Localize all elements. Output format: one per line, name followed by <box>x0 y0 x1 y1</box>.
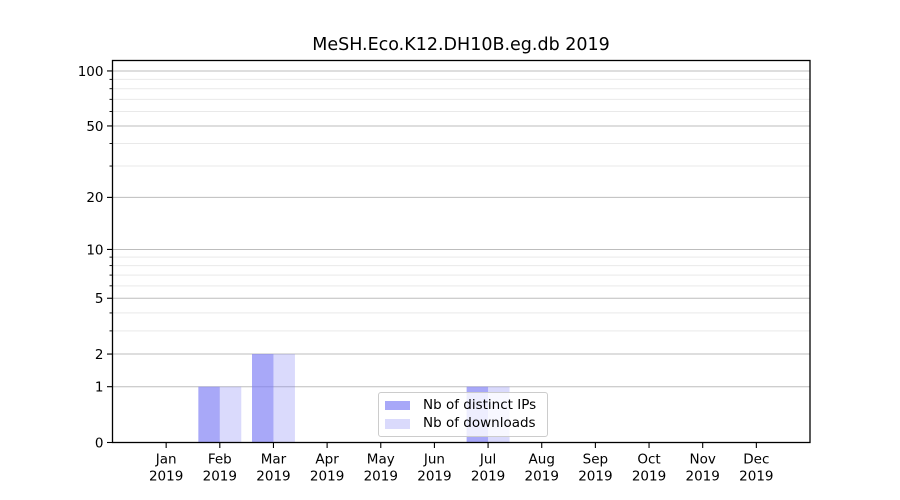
legend-label-downloads: Nb of downloads <box>423 415 536 431</box>
y-tick-label: 10 <box>86 242 103 258</box>
y-tick-label: 100 <box>78 64 104 80</box>
y-tick-label: 50 <box>86 119 103 135</box>
x-tick-label: Feb 2019 <box>203 452 237 485</box>
bar-distinct-ips <box>198 386 220 443</box>
x-tick-label: Aug 2019 <box>525 452 559 485</box>
x-tick-label: Jul 2019 <box>471 452 505 485</box>
legend-entry-distinct-ips: Nb of distinct IPs <box>385 396 540 413</box>
legend-swatch-downloads-icon <box>385 419 410 429</box>
x-tick-label: May 2019 <box>364 452 398 485</box>
bar-distinct-ips <box>252 354 274 443</box>
y-tick-label: 2 <box>95 347 104 363</box>
plot-border <box>111 59 811 444</box>
y-tick-label: 0 <box>95 435 104 451</box>
legend: Nb of distinct IPs Nb of downloads <box>378 392 548 437</box>
y-tick-label: 1 <box>95 379 104 395</box>
bar-downloads <box>219 386 242 443</box>
x-tick-label: Mar 2019 <box>256 452 290 485</box>
bar-downloads <box>273 354 295 443</box>
x-tick-label: Jan 2019 <box>149 452 183 485</box>
legend-swatch-distinct-ips-icon <box>385 400 410 410</box>
x-tick-label: Sep 2019 <box>578 452 612 485</box>
x-tick-label: Apr 2019 <box>310 452 344 485</box>
y-tick-label: 20 <box>86 190 103 206</box>
y-tick-label: 5 <box>95 291 104 307</box>
chart-title: MeSH.Eco.K12.DH10B.eg.db 2019 <box>312 35 610 55</box>
x-tick-label: Nov 2019 <box>686 452 720 485</box>
x-tick-label: Jun 2019 <box>417 452 451 485</box>
legend-entry-downloads: Nb of downloads <box>385 415 540 431</box>
x-tick-label: Oct 2019 <box>632 452 666 485</box>
legend-label-distinct-ips: Nb of distinct IPs <box>423 396 537 413</box>
x-tick-label: Dec 2019 <box>739 452 773 485</box>
